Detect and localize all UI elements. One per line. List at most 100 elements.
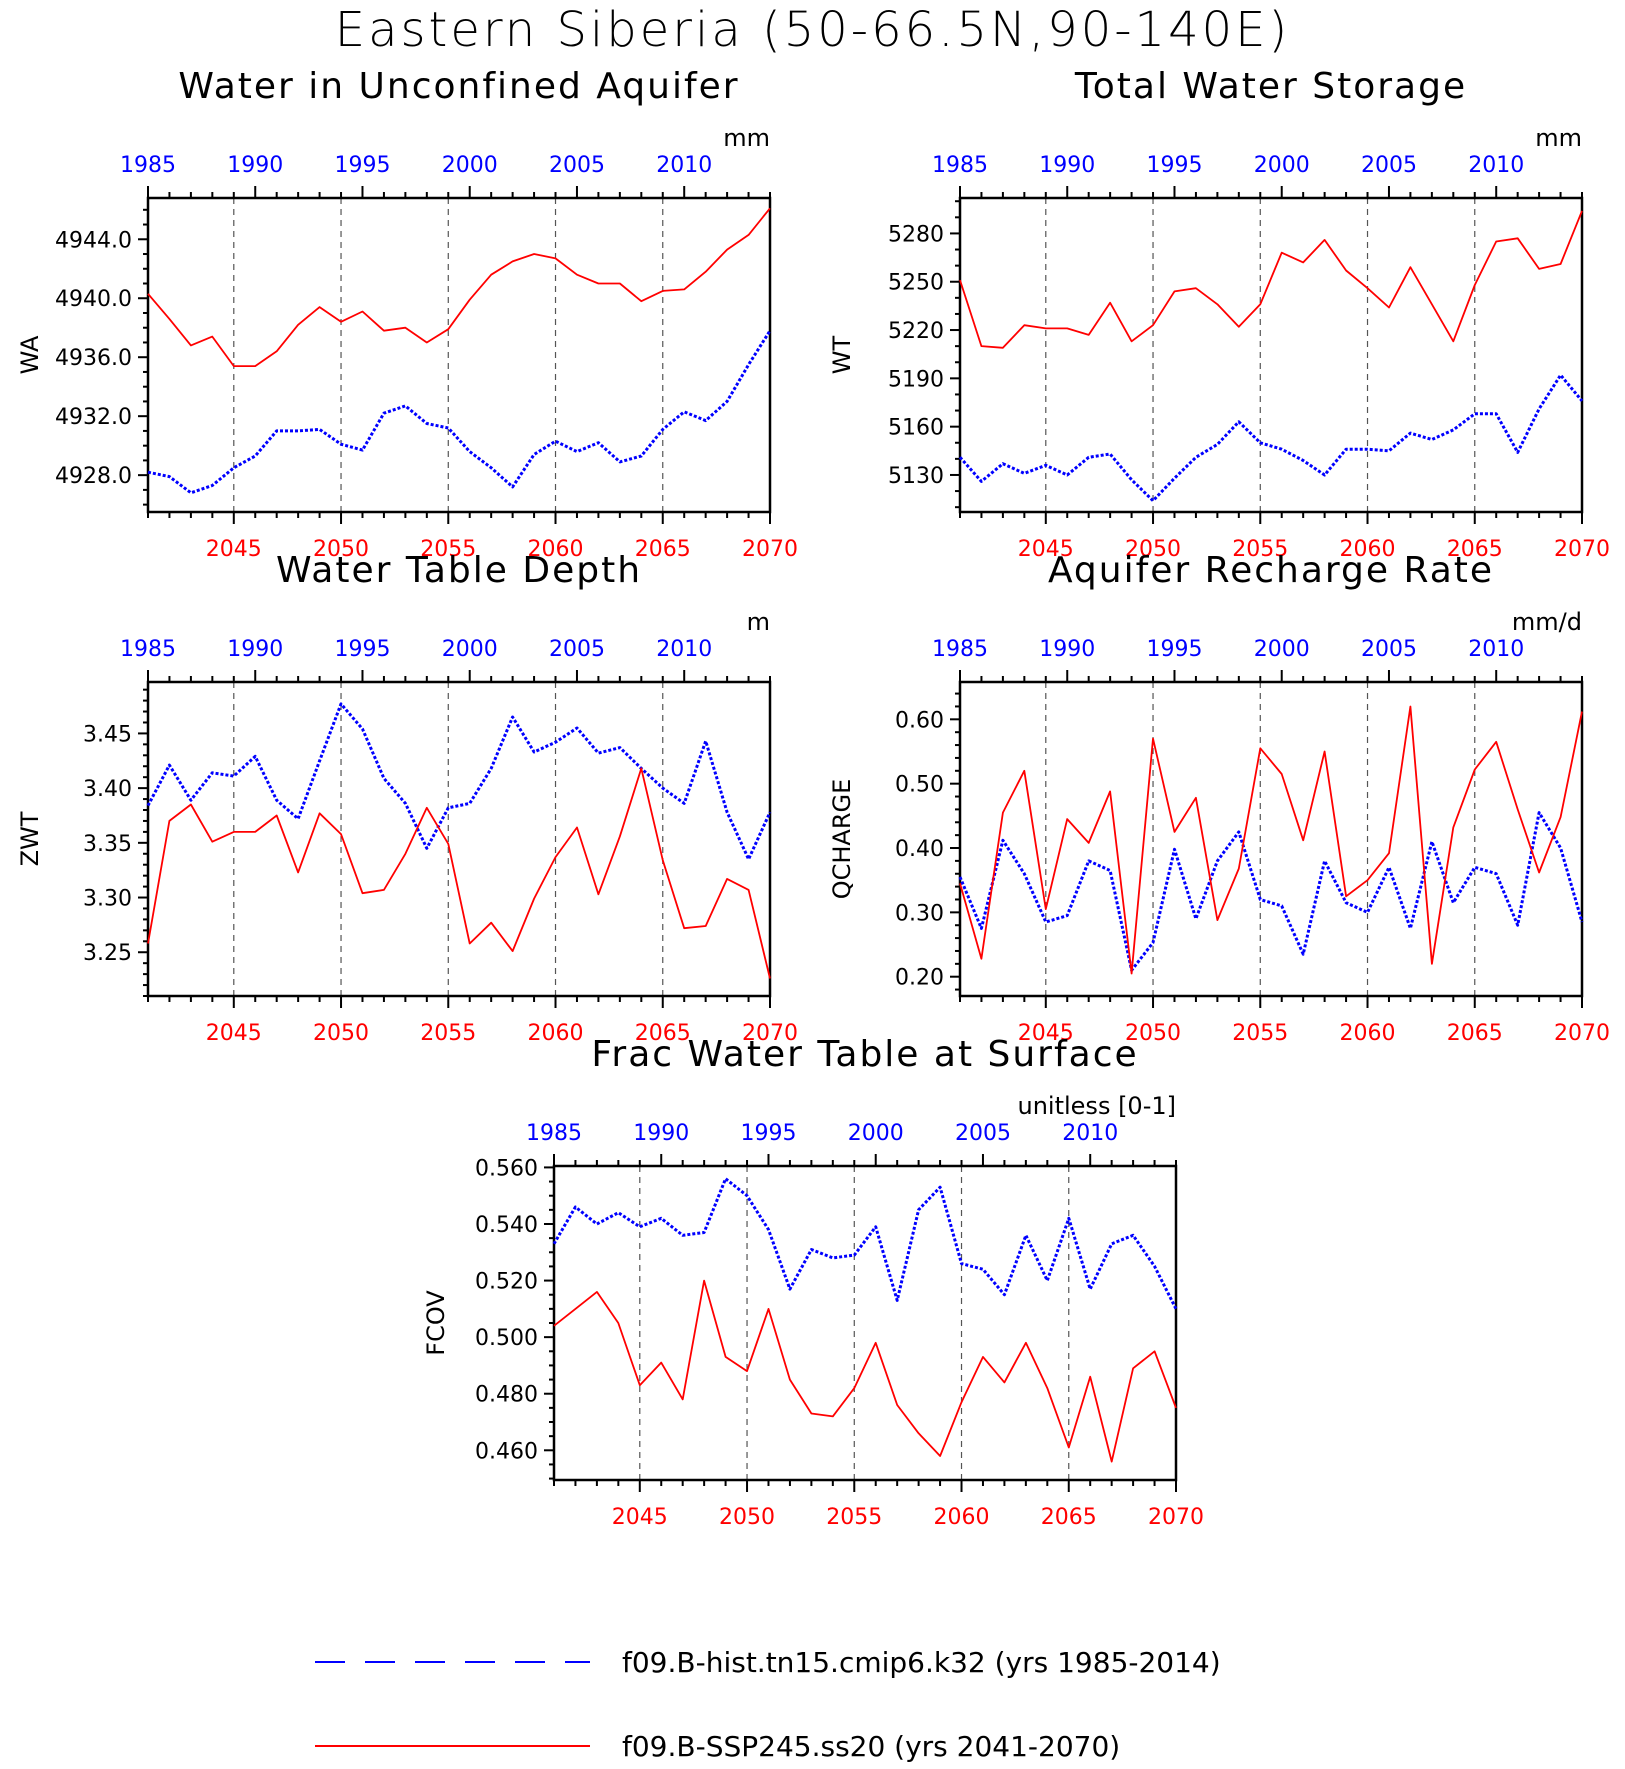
x-bottom-tick-label: 2050: [313, 1021, 369, 1046]
x-top-tick-label: 1990: [1039, 637, 1095, 662]
x-bottom-tick-label: 2060: [934, 1505, 990, 1530]
plot-frame: [146, 680, 772, 998]
x-bottom-tick-label: 2070: [742, 537, 798, 562]
x-bottom-tick-label: 2045: [206, 537, 262, 562]
y-tick-label: 3.45: [83, 722, 132, 747]
panel-title: Aquifer Recharge Rate: [1048, 550, 1494, 591]
y-tick-label: 0.30: [895, 901, 944, 926]
y-tick-label: 5190: [888, 367, 944, 392]
panel-wt: Total Water Storage mm WT 5130 5160 5190 5220 5…: [810, 66, 1625, 568]
x-top-tick-label: 2000: [442, 637, 498, 662]
series-hist-line: [958, 811, 1584, 972]
y-tick-label: 4936.0: [55, 346, 132, 371]
x-bottom-tick-label: 2060: [1340, 1021, 1396, 1046]
x-bottom-tick-label: 2065: [635, 537, 691, 562]
x-top-tick-label: 2005: [549, 637, 605, 662]
y-axis-label: WT: [828, 335, 856, 374]
x-top-tick-label: 2005: [549, 153, 605, 178]
x-bottom-tick-label: 2060: [528, 1021, 584, 1046]
legend: f09.B-hist.tn15.cmip6.k32 (yrs 1985-2014…: [0, 1590, 1625, 1765]
x-top-tick-label: 2000: [1254, 637, 1310, 662]
x-top-tick-label: 2010: [656, 153, 712, 178]
y-tick-label: 4940.0: [55, 287, 132, 312]
x-bottom-tick-label: 2055: [420, 1021, 476, 1046]
plot-frame: [146, 196, 772, 514]
y-axis-label: ZWT: [16, 811, 44, 866]
chart-wa: Water in Unconfined Aquifer mm WA 4928.0 493…: [16, 66, 798, 562]
y-axis-label: FCOV: [422, 1290, 450, 1356]
panel-title: Total Water Storage: [1074, 66, 1467, 107]
x-top-tick-label: 2000: [848, 1121, 904, 1146]
y-tick-label: 3.25: [83, 941, 132, 966]
y-tick-label: 0.480: [475, 1383, 538, 1408]
chart-fcov: Frac Water Table at Surface unitless [0-1…: [422, 1034, 1204, 1530]
y-tick-label: 5130: [888, 464, 944, 489]
y-tick-label: 4932.0: [55, 405, 132, 430]
chart-wt: Total Water Storage mm WT 5130 5160 5190 5220 5…: [828, 66, 1610, 562]
x-bottom-tick-label: 2070: [1554, 1021, 1610, 1046]
x-top-tick-label: 1995: [334, 153, 390, 178]
units-label: unitless [0-1]: [1018, 1092, 1177, 1120]
series-hist-line: [146, 702, 772, 861]
x-bottom-tick-label: 2045: [612, 1505, 668, 1530]
y-tick-label: 0.60: [895, 708, 944, 733]
panel-wa: Water in Unconfined Aquifer mm WA 4928.0 493…: [0, 66, 810, 568]
x-bottom-tick-label: 2045: [1018, 537, 1074, 562]
y-tick-label: 0.40: [895, 837, 944, 862]
y-tick-label: 0.520: [475, 1270, 538, 1295]
y-tick-label: 3.40: [83, 777, 132, 802]
x-top-tick-label: 1995: [1146, 153, 1202, 178]
y-tick-label: 5280: [888, 222, 944, 247]
x-bottom-tick-label: 2070: [1554, 537, 1610, 562]
y-tick-label: 0.500: [475, 1326, 538, 1351]
y-tick-label: 0.20: [895, 966, 944, 991]
x-top-tick-label: 2010: [1468, 153, 1524, 178]
y-tick-label: 5250: [888, 271, 944, 296]
x-top-tick-label: 1985: [932, 153, 988, 178]
y-tick-label: 5160: [888, 416, 944, 441]
x-bottom-tick-label: 2065: [1041, 1505, 1097, 1530]
x-bottom-tick-label: 2060: [528, 537, 584, 562]
x-bottom-tick-label: 2045: [206, 1021, 262, 1046]
x-top-tick-label: 2005: [1361, 153, 1417, 178]
x-bottom-tick-label: 2050: [1125, 1021, 1181, 1046]
series-ssp-line: [147, 207, 771, 368]
y-tick-label: 0.560: [475, 1156, 538, 1181]
y-tick-label: 0.540: [475, 1213, 538, 1238]
y-tick-label: 5220: [888, 319, 944, 344]
y-tick-label: 0.460: [475, 1439, 538, 1464]
panel-title: Frac Water Table at Surface: [591, 1034, 1138, 1075]
panel-title: Water in Unconfined Aquifer: [178, 66, 739, 107]
x-top-tick-label: 2005: [955, 1121, 1011, 1146]
x-top-tick-label: 1985: [932, 637, 988, 662]
legend-svg: f09.B-hist.tn15.cmip6.k32 (yrs 1985-2014…: [315, 1646, 1221, 1763]
x-top-tick-label: 1985: [526, 1121, 582, 1146]
x-top-tick-label: 2010: [656, 637, 712, 662]
x-bottom-tick-label: 2065: [1447, 537, 1503, 562]
x-top-tick-label: 1995: [740, 1121, 796, 1146]
figure-title: Eastern Siberia (50-66.5N,90-140E): [334, 2, 1291, 58]
x-top-tick-label: 2010: [1468, 637, 1524, 662]
x-top-tick-label: 1985: [120, 637, 176, 662]
plot-frame: [552, 1164, 1178, 1482]
x-bottom-tick-label: 2055: [1232, 1021, 1288, 1046]
units-label: mm: [723, 124, 770, 152]
series-ssp-line: [147, 767, 771, 979]
series-ssp-line: [553, 1279, 1177, 1463]
panel-title: Water Table Depth: [276, 550, 642, 591]
units-label: mm/d: [1512, 608, 1582, 636]
units-label: m: [747, 608, 770, 636]
x-top-tick-label: 1985: [120, 153, 176, 178]
y-axis-label: QCHARGE: [828, 779, 856, 900]
units-label: mm: [1535, 124, 1582, 152]
x-top-tick-label: 2000: [1254, 153, 1310, 178]
legend-ssp-label: f09.B-SSP245.ss20 (yrs 2041-2070): [622, 1730, 1120, 1763]
chart-zwt: Water Table Depth m ZWT 3.25 3.30 3.35 3.40 3.4…: [16, 550, 798, 1046]
x-top-tick-label: 1990: [633, 1121, 689, 1146]
x-bottom-tick-label: 2050: [313, 537, 369, 562]
x-top-tick-label: 1990: [1039, 153, 1095, 178]
x-bottom-tick-label: 2050: [719, 1505, 775, 1530]
x-bottom-tick-label: 2055: [420, 537, 476, 562]
y-tick-label: 3.30: [83, 887, 132, 912]
series-hist-line: [552, 1177, 1178, 1310]
